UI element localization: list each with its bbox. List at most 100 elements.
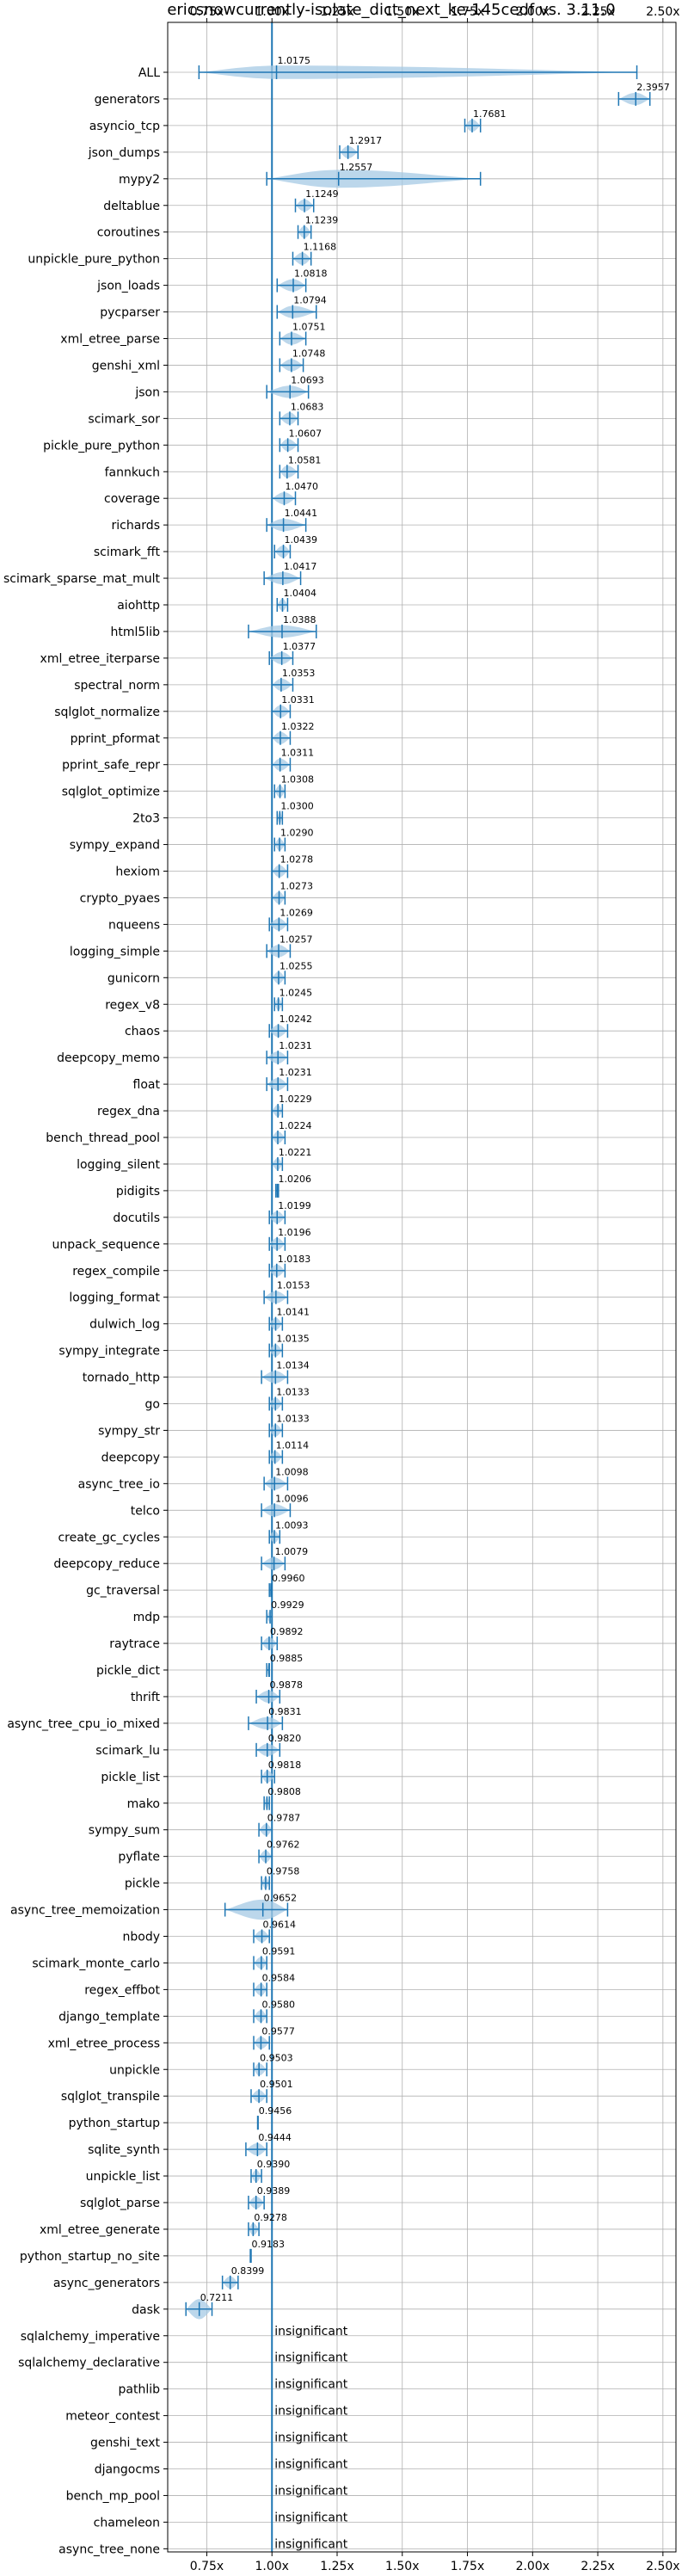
median-value-label: 0.9758 [267,1866,300,1877]
median-value-label: 1.0134 [276,1360,310,1371]
median-value-label: 0.9389 [257,2185,291,2197]
median-value-label: 1.0133 [276,1387,310,1398]
insignificant-label: insignificant [274,2405,348,2419]
median-value-label: 0.9762 [267,1840,300,1851]
x-tick-label-bottom: 2.50x [646,2560,679,2573]
median-value-label: 1.0683 [291,401,324,412]
median-value-label: 1.0079 [275,1546,309,1557]
benchmark-label: coroutines [97,226,160,240]
median-value-label: 1.0114 [276,1439,310,1451]
benchmark-label: gc_traversal [86,1584,160,1598]
median-value-label: 0.9960 [272,1573,305,1584]
benchmark-label: unpack_sequence [52,1238,160,1252]
median-value-label: 1.0221 [279,1147,312,1158]
benchmark-label: xml_etree_parse [60,333,160,347]
insignificant-label: insignificant [274,2458,348,2472]
median-value-label: 0.7211 [200,2292,234,2303]
benchmark-label: sqlglot_normalize [54,706,160,719]
benchmark-label: sympy_sum [89,1824,160,1838]
median-value-label: 1.0441 [285,508,318,519]
median-value-label: 1.0242 [280,1014,313,1025]
benchmark-label: 2to3 [132,812,160,826]
benchmark-label: scimark_lu [95,1744,160,1758]
benchmark-label: telco [131,1504,160,1518]
benchmark-label: genshi_xml [92,359,160,373]
benchmark-label: sqlalchemy_imperative [21,2330,160,2344]
median-value-label: 0.9831 [268,1706,302,1717]
grid-layer [168,22,676,2552]
benchmark-label: pycparser [100,306,160,320]
x-tick-label-top: 1.50x [385,5,419,19]
median-value-label: 0.9892 [270,1626,304,1637]
benchmark-label: json [134,385,160,399]
benchmark-label: sqlalchemy_declarative [18,2357,160,2370]
median-value-label: 0.8399 [231,2265,265,2277]
benchmark-label: deepcopy_reduce [53,1557,160,1571]
median-value-label: 1.0322 [281,721,315,732]
benchmark-label: scimark_sparse_mat_mult [3,572,160,586]
benchmark-label: generators [95,93,160,107]
benchmark-label: regex_compile [72,1265,160,1279]
benchmark-label: scimark_monte_carlo [32,1957,160,1970]
x-tick-label-bottom: 1.75x [451,2560,484,2573]
median-value-label: 1.0439 [285,534,318,545]
benchmark-label: gunicorn [108,971,160,985]
x-tick-label-bottom: 1.25x [320,2560,353,2573]
benchmark-label: coverage [104,492,160,506]
benchmark-label: xml_etree_process [48,2037,160,2050]
benchmark-label: pyflate [118,1851,160,1864]
median-value-label: 1.0229 [279,1094,312,1105]
benchmark-label: docutils [113,1211,160,1225]
x-tick-label-bottom: 1.00x [255,2560,288,2573]
benchmark-label: async_tree_cpu_io_mixed [7,1717,160,1731]
median-value-label: 1.0377 [283,641,316,652]
plot-frame [167,22,677,2553]
insignificant-label: insignificant [274,2431,348,2445]
benchmark-label: sympy_str [98,1424,160,1438]
benchmark-label: unpickle [109,2063,160,2077]
median-value-label: 1.1249 [305,188,339,200]
benchmark-label: raytrace [109,1637,160,1651]
benchmark-label: create_gc_cycles [58,1531,160,1544]
benchmark-label: unpickle_pure_python [28,253,160,267]
benchmark-label: deepcopy [101,1451,160,1464]
median-value-label: 1.0311 [281,748,315,759]
median-value-label: 0.9652 [264,1893,298,1904]
benchmark-label: dask [132,2303,161,2317]
benchmark-label: async_tree_memoization [10,1904,160,1918]
x-tick-label-top: 1.00x [255,5,288,19]
benchmark-label: genshi_text [90,2437,161,2450]
benchmark-label: mdp [133,1611,161,1624]
benchmark-label: unpickle_list [86,2170,161,2184]
insignificant-label: insignificant [274,2511,348,2524]
benchmark-label: meteor_contest [65,2410,160,2424]
benchmark-label: sqlglot_optimize [62,786,160,799]
median-value-label: 0.9444 [258,2132,292,2143]
x-tick-label-bottom: 0.75x [190,2560,224,2573]
median-value-label: 1.0273 [280,880,314,891]
x-tick-label-bottom: 2.00x [516,2560,550,2573]
benchmark-label: html5lib [111,626,161,639]
benchmark-label: python_startup_no_site [20,2250,160,2264]
median-value-label: 1.0794 [293,295,327,306]
benchmark-label: fannkuch [105,465,160,479]
median-value-label: 0.9591 [262,1945,296,1957]
median-value-label: 0.9390 [257,2159,291,2170]
median-value-label: 1.0199 [278,1200,311,1211]
benchmark-label: djangocms [95,2463,160,2477]
median-value-label: 1.0269 [280,907,313,918]
median-value-label: 1.0135 [276,1334,310,1345]
x-tick-label-top: 2.25x [580,5,614,19]
insignificant-label: insignificant [274,2351,348,2365]
median-value-label: 1.0255 [280,960,313,971]
benchmark-label: pathlib [119,2383,161,2397]
median-value-label: 1.0331 [281,694,315,706]
benchmark-label: xml_etree_iterparse [40,652,160,666]
median-value-label: 0.9818 [268,1759,302,1771]
median-value-label: 0.9501 [260,2079,293,2090]
median-value-label: 0.9820 [268,1733,302,1744]
benchmark-label: logging_format [69,1291,160,1305]
benchmark-label: go [145,1398,160,1412]
benchmark-label: json_dumps [88,146,160,160]
median-value-label: 0.9885 [270,1653,304,1664]
